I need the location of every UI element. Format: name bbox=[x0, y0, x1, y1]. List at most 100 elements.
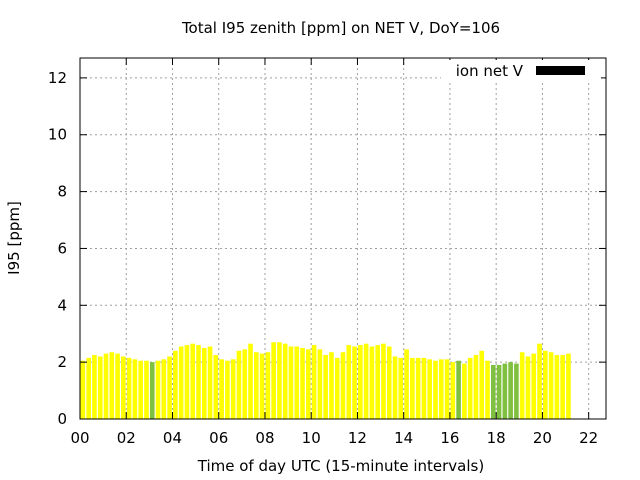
bar bbox=[508, 362, 513, 419]
bar bbox=[537, 343, 542, 419]
bar bbox=[352, 346, 357, 419]
legend-swatch bbox=[536, 66, 585, 75]
bar bbox=[421, 357, 427, 419]
bar bbox=[253, 352, 259, 419]
y-tick-label: 2 bbox=[57, 353, 67, 371]
bar bbox=[566, 353, 571, 419]
bar bbox=[473, 355, 479, 419]
bar bbox=[323, 355, 328, 419]
bar bbox=[329, 352, 334, 419]
x-tick-label: 04 bbox=[163, 429, 182, 447]
legend: ion net V bbox=[441, 60, 601, 82]
bar bbox=[519, 352, 525, 419]
bar bbox=[121, 356, 126, 419]
bar bbox=[490, 364, 496, 419]
x-tick-label: 18 bbox=[487, 429, 506, 447]
x-tick-label: 00 bbox=[70, 429, 89, 447]
bar bbox=[190, 343, 196, 419]
bar bbox=[398, 357, 404, 419]
x-tick-label: 22 bbox=[579, 429, 598, 447]
bar bbox=[438, 359, 444, 419]
bar bbox=[92, 355, 97, 419]
bar bbox=[502, 363, 508, 419]
x-tick-label: 08 bbox=[255, 429, 274, 447]
bar bbox=[230, 359, 236, 419]
bar bbox=[306, 349, 311, 419]
bar bbox=[138, 360, 144, 419]
bar bbox=[456, 360, 461, 419]
x-tick-label: 12 bbox=[348, 429, 367, 447]
y-tick-label: 8 bbox=[57, 183, 67, 201]
y-axis: 0 2 4 6 8 10 12 bbox=[48, 69, 606, 428]
bar bbox=[277, 342, 282, 419]
x-axis-label: Time of day UTC (15-minute intervals) bbox=[197, 457, 484, 475]
grid bbox=[80, 58, 606, 419]
bar bbox=[479, 350, 485, 419]
bar bbox=[531, 353, 537, 419]
bar bbox=[392, 356, 398, 419]
bar bbox=[242, 349, 248, 419]
bars bbox=[80, 342, 571, 419]
bar bbox=[271, 342, 276, 419]
bar bbox=[363, 343, 369, 419]
y-tick-label: 12 bbox=[48, 69, 67, 87]
x-axis: 00 02 04 06 08 10 12 14 16 18 20 22 bbox=[70, 58, 598, 447]
bar bbox=[248, 343, 253, 419]
bar bbox=[236, 350, 242, 419]
x-tick-label: 02 bbox=[117, 429, 136, 447]
bar bbox=[167, 356, 172, 419]
bar bbox=[161, 359, 167, 419]
bar bbox=[496, 364, 502, 419]
bar bbox=[132, 359, 138, 419]
bar bbox=[196, 345, 201, 419]
bar bbox=[184, 345, 190, 419]
bar bbox=[317, 349, 323, 419]
bar bbox=[178, 346, 184, 419]
y-tick-label: 10 bbox=[48, 126, 67, 144]
plot-border bbox=[79, 57, 607, 420]
bar bbox=[311, 345, 317, 419]
legend-label: ion net V bbox=[456, 62, 524, 80]
bar bbox=[554, 355, 560, 419]
bar bbox=[485, 360, 490, 419]
bar bbox=[467, 357, 473, 419]
bar bbox=[427, 359, 433, 419]
bar bbox=[386, 346, 392, 419]
bar bbox=[207, 346, 213, 419]
bar bbox=[149, 362, 155, 419]
bar bbox=[462, 363, 467, 419]
x-tick-label: 16 bbox=[440, 429, 459, 447]
y-axis-label: I95 [ppm] bbox=[5, 201, 23, 275]
x-tick-label: 14 bbox=[394, 429, 413, 447]
bar bbox=[358, 345, 363, 419]
bar bbox=[126, 357, 132, 419]
y-tick-label: 4 bbox=[57, 296, 67, 314]
bar bbox=[97, 356, 103, 419]
bar bbox=[109, 352, 115, 419]
chart-title: Total I95 zenith [ppm] on NET V, DoY=106 bbox=[181, 19, 500, 37]
bar bbox=[415, 357, 421, 419]
x-tick-label: 06 bbox=[209, 429, 228, 447]
bar bbox=[369, 346, 375, 419]
bar bbox=[404, 349, 409, 419]
bar bbox=[560, 355, 565, 419]
bar bbox=[294, 346, 300, 419]
legend-background bbox=[441, 60, 601, 82]
bar bbox=[86, 357, 91, 419]
bar bbox=[259, 353, 265, 419]
bar bbox=[219, 359, 224, 419]
bar bbox=[548, 352, 554, 419]
bar bbox=[381, 343, 386, 419]
bar bbox=[288, 346, 294, 419]
bar bbox=[375, 345, 380, 419]
x-tick-label: 10 bbox=[302, 429, 321, 447]
bar bbox=[144, 360, 149, 419]
bar bbox=[334, 357, 340, 419]
bar bbox=[173, 350, 178, 419]
bar bbox=[450, 362, 456, 419]
bar bbox=[80, 360, 86, 419]
bar bbox=[340, 352, 346, 419]
bar bbox=[542, 350, 548, 419]
bar bbox=[201, 347, 207, 419]
bar bbox=[213, 355, 219, 419]
